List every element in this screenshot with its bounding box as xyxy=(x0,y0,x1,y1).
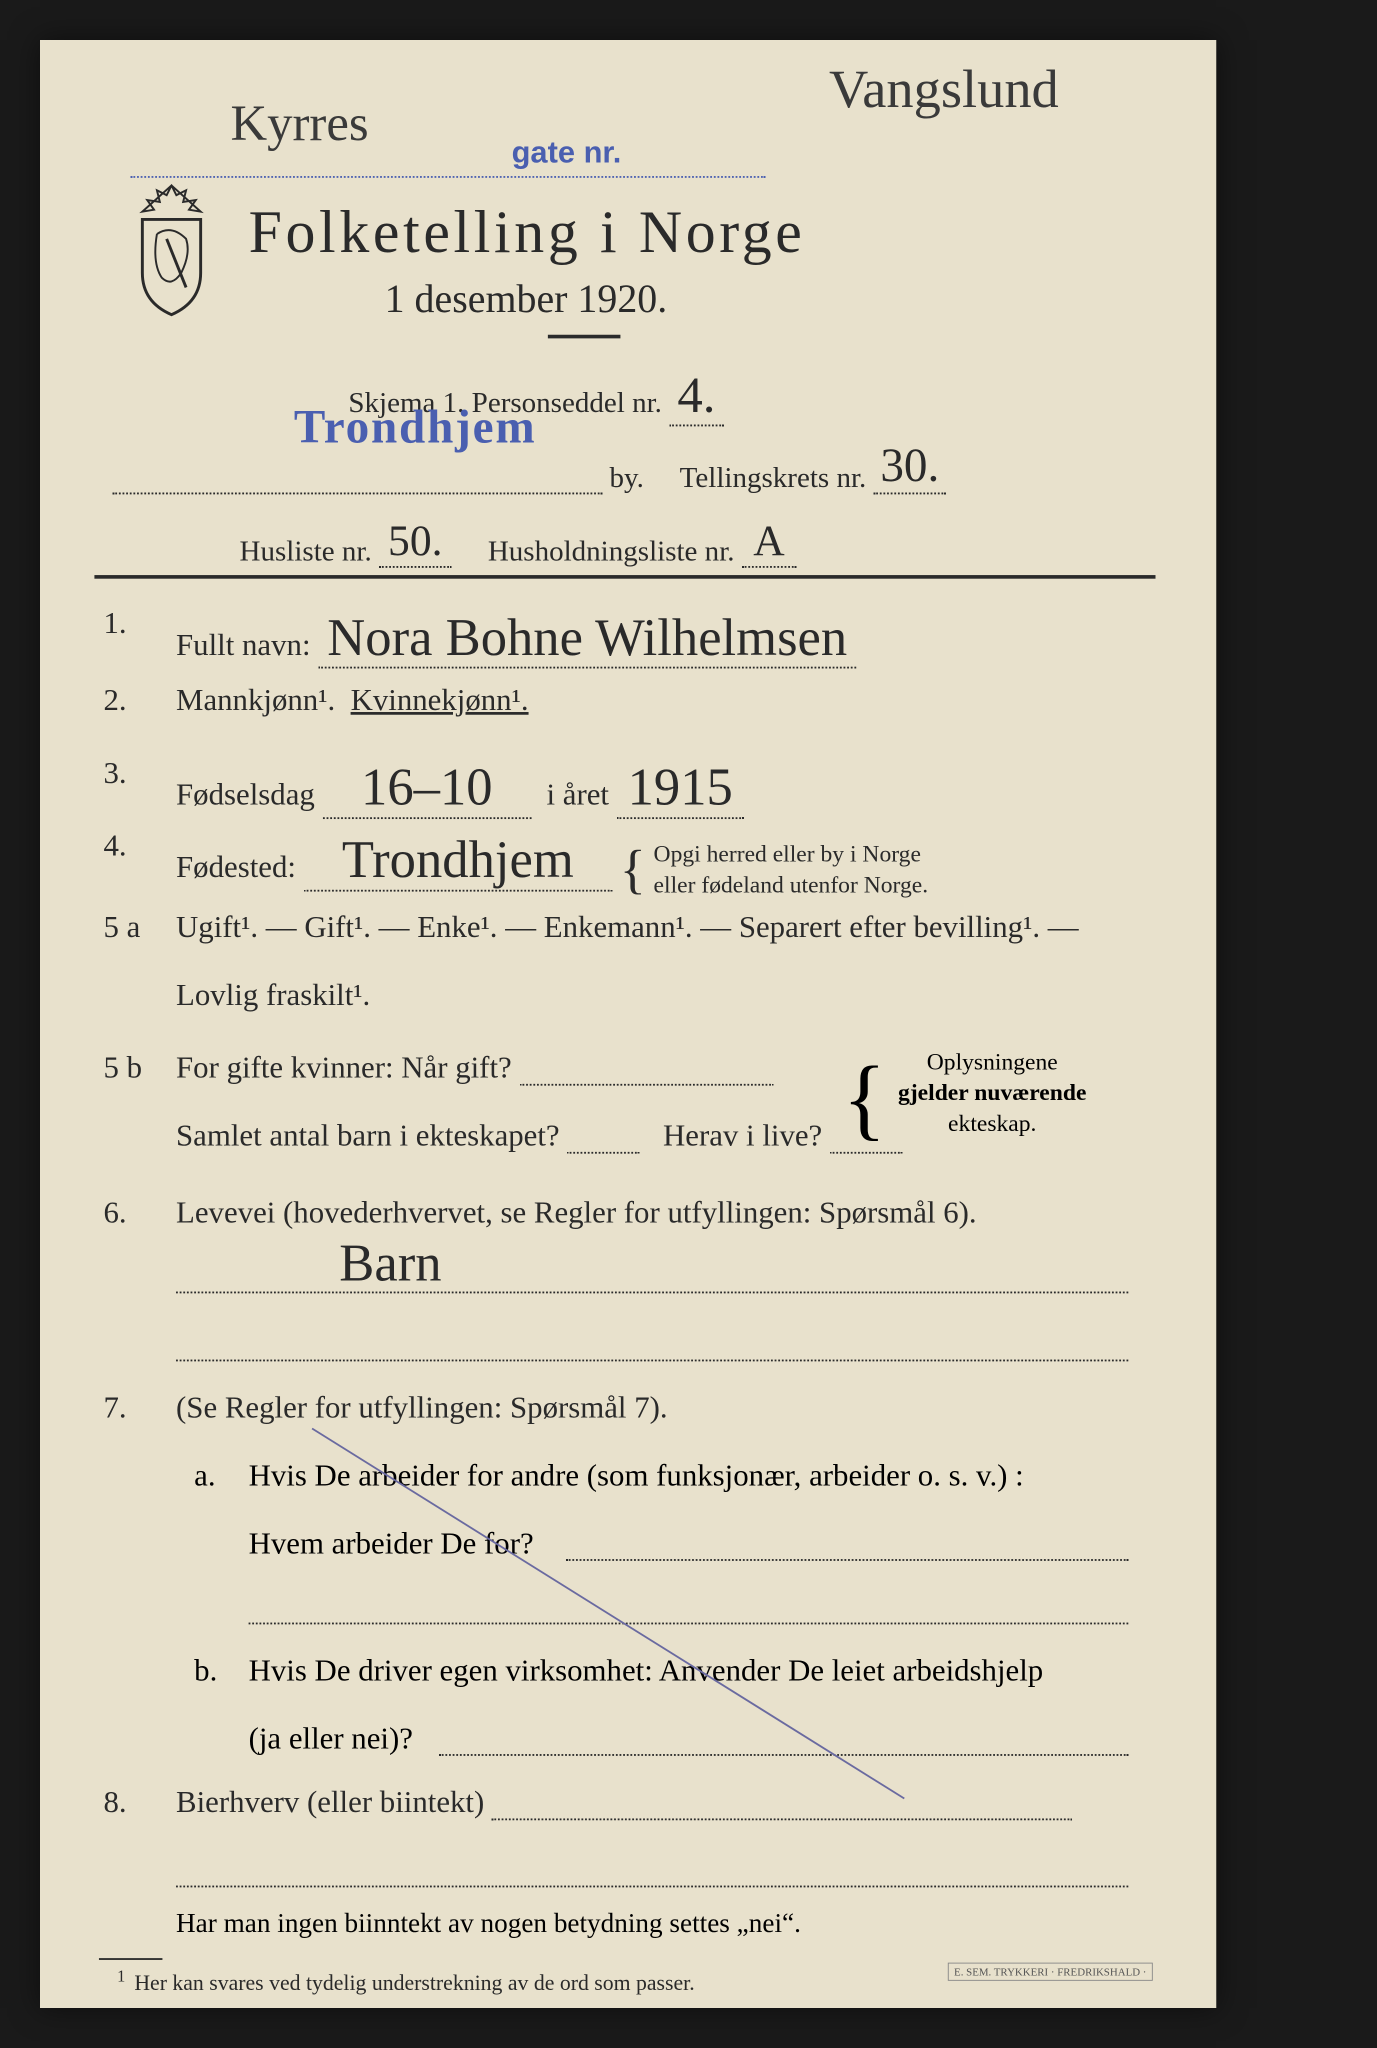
q4-value: Trondhjem xyxy=(304,829,612,892)
q2-row: Mannkjønn¹. Kvinnekjønn¹. xyxy=(176,684,1162,718)
q5a-num: 5 a xyxy=(103,911,140,945)
q6-label: Levevei (hovederhvervet, se Regler for u… xyxy=(176,1196,977,1230)
footnote-rule xyxy=(99,1958,162,1960)
q6-value: Barn xyxy=(339,1233,441,1294)
form-title: Folketelling i Norge xyxy=(249,199,806,268)
q7-num: 7. xyxy=(103,1391,126,1425)
q7a-fill2 xyxy=(249,1623,1129,1625)
q5b-num: 5 b xyxy=(103,1051,142,1085)
q1-row: Fullt navn: Nora Bohne Wilhelmsen xyxy=(176,607,1162,668)
footnote-text: Her kan svares ved tydelig understreknin… xyxy=(134,1972,694,1996)
form-subtitle: 1 desember 1920. xyxy=(385,276,668,322)
census-form-page: Kyrres Vangslund gate nr. Folketelling i… xyxy=(40,40,1216,2008)
husliste-nr: 50. xyxy=(379,516,452,568)
q8-row: Bierhverv (eller biintekt) xyxy=(176,1786,1162,1820)
tellingskrets-label: Tellingskrets nr. xyxy=(680,461,867,494)
q7b-letter: b. xyxy=(194,1654,217,1688)
printer-mark: E. SEM. TRYKKERI · FREDRIKSHALD · xyxy=(948,1963,1153,1981)
q4-row: Fødested: Trondhjem { Opgi herred eller … xyxy=(176,829,1162,901)
husholdning-nr: A xyxy=(742,516,796,568)
q5a-text: Ugift¹. — Gift¹. — Enke¹. — Enkemann¹. —… xyxy=(176,911,1079,945)
q5a-text2: Lovlig fraskilt¹. xyxy=(176,979,370,1013)
q6-num: 6. xyxy=(103,1196,126,1230)
q5b-l1: For gifte kvinner: Når gift? xyxy=(176,1051,512,1085)
q2-female: Kvinnekjønn¹. xyxy=(351,684,529,718)
q3-day: 16–10 xyxy=(323,756,532,819)
q7a-text1: Hvis De arbeider for andre (som funksjon… xyxy=(249,1459,1162,1493)
brace-icon: { xyxy=(843,1047,887,1151)
q7b-text2: (ja eller nei)? xyxy=(249,1722,413,1756)
q5a-row2: Lovlig fraskilt¹. xyxy=(176,979,1162,1013)
q1-value: Nora Bohne Wilhelmsen xyxy=(318,608,856,669)
q7-label: (Se Regler for utfyllingen: Spørsmål 7). xyxy=(176,1391,668,1425)
q5b-brace-block: { Oplysningene gjelder nuværende ekteska… xyxy=(874,1047,1110,1139)
brace-icon: { xyxy=(620,840,646,900)
q5b-note2: gjelder nuværende xyxy=(898,1079,1086,1105)
q7b-fill xyxy=(439,1754,1128,1756)
q7-row: (Se Regler for utfyllingen: Spørsmål 7). xyxy=(176,1391,1162,1425)
q2-num: 2. xyxy=(103,684,126,718)
q7a-letter: a. xyxy=(194,1459,215,1493)
by-label: by. xyxy=(610,461,644,494)
q1-label: Fullt navn: xyxy=(176,629,310,663)
q8-num: 8. xyxy=(103,1786,126,1820)
q6-row: Levevei (hovederhvervet, se Regler for u… xyxy=(176,1196,1162,1230)
q4-note1: Opgi herred eller by i Norge xyxy=(654,841,921,867)
q3-row: Fødselsdag 16–10 i året 1915 xyxy=(176,756,1162,819)
q3-label: Fødselsdag xyxy=(176,778,315,812)
horizontal-rule xyxy=(94,575,1155,579)
q6-fill1 xyxy=(176,1292,1128,1294)
q7a-fill xyxy=(566,1559,1128,1561)
personseddel-nr: 4. xyxy=(669,366,723,426)
q5b-l2a: Samlet antal barn i ekteskapet? xyxy=(176,1119,560,1153)
q5a-row: Ugift¹. — Gift¹. — Enke¹. — Enkemann¹. —… xyxy=(176,911,1162,945)
q8-note: Har man ingen biinntekt av nogen betydni… xyxy=(176,1908,801,1939)
q5b-note1: Oplysningene xyxy=(927,1048,1058,1074)
q4-note2: eller fødeland utenfor Norge. xyxy=(654,872,929,898)
q7a-text2: Hvem arbeider De for? xyxy=(249,1527,534,1561)
footnote: 1Her kan svares ved tydelig understrekni… xyxy=(117,1967,695,1996)
q3-num: 3. xyxy=(103,756,126,790)
stamp-gate-nr: gate nr. xyxy=(512,135,622,170)
q7b-text1: Hvis De driver egen virksomhet: Anvender… xyxy=(249,1654,1162,1688)
stamp-street-line xyxy=(131,131,766,178)
tellingskrets-nr: 30. xyxy=(874,439,947,494)
handwritten-surname-top: Vangslund xyxy=(829,58,1059,121)
q2-male: Mannkjønn¹. xyxy=(176,684,335,718)
q6-fill2 xyxy=(176,1360,1128,1362)
husholdning-label: Husholdningsliste nr. xyxy=(488,534,735,567)
q8-label: Bierhverv (eller biintekt) xyxy=(176,1786,484,1820)
husliste-label: Husliste nr. xyxy=(240,534,372,567)
q4-label: Fødested: xyxy=(176,851,296,885)
q8-fill xyxy=(176,1886,1128,1888)
q5b-note3: ekteskap. xyxy=(948,1110,1036,1136)
husliste-line: Husliste nr. 50. Husholdningsliste nr. A xyxy=(240,516,797,568)
by-tellingskrets-line: by. Tellingskrets nr. 30. xyxy=(113,439,1111,494)
q1-num: 1. xyxy=(103,607,126,641)
q5b-l2b: Herav i live? xyxy=(663,1119,822,1153)
q4-num: 4. xyxy=(103,829,126,863)
q3-year: 1915 xyxy=(617,756,744,819)
norway-coat-of-arms-icon xyxy=(122,181,222,317)
q3-year-label: i året xyxy=(547,778,609,812)
title-dash xyxy=(548,335,621,339)
